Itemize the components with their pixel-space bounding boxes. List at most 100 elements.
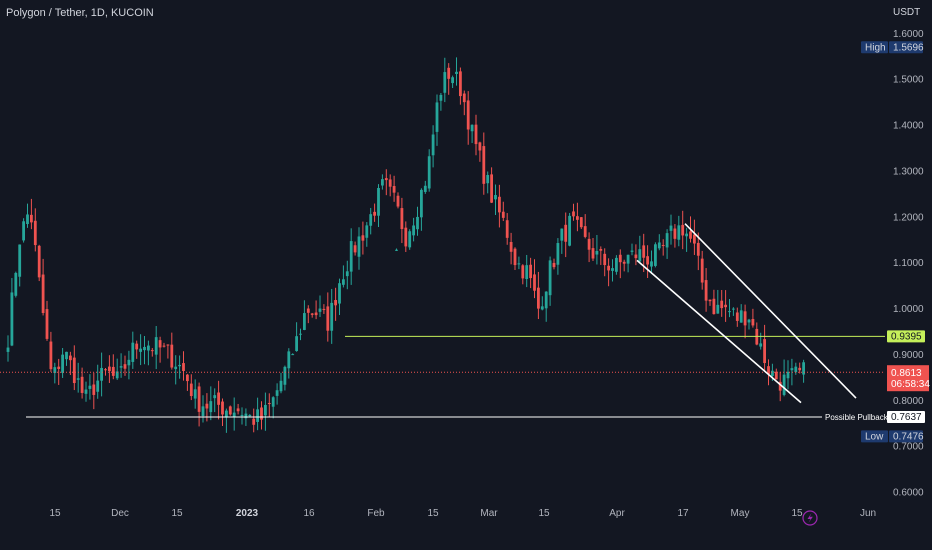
y-tick-label: 1.4000 <box>893 121 924 132</box>
candle-body <box>420 189 423 218</box>
high-label-badge <box>861 41 888 54</box>
candle-body <box>338 283 341 304</box>
candle-body <box>494 195 497 200</box>
signal-marker-icon <box>395 248 398 251</box>
candle-body <box>14 272 18 296</box>
candle-body <box>240 414 244 416</box>
candle-body <box>65 351 68 360</box>
candle-body <box>314 312 318 316</box>
candle-body <box>41 274 45 313</box>
time-axis[interactable]: 15 Dec 15 2023 16 Feb 15 Mar 15 Apr 17 May 15 Jun <box>49 508 876 519</box>
candle-body <box>447 67 451 79</box>
candle-body <box>244 413 248 419</box>
candle-body <box>392 186 396 193</box>
x-tick-label: 15 <box>171 508 183 519</box>
candle-body <box>197 386 201 412</box>
y-tick-label: 1.2000 <box>893 212 924 223</box>
candle-body <box>798 367 802 371</box>
candle-body <box>213 395 217 399</box>
y-tick-label: 0.9000 <box>893 350 924 361</box>
candle-body <box>72 357 76 384</box>
candle-body <box>252 418 256 425</box>
candle-body <box>759 343 763 347</box>
y-tick-label: 1.6000 <box>893 29 924 40</box>
candle-body <box>10 292 14 346</box>
candle-body <box>728 311 731 313</box>
candle-body <box>700 258 704 283</box>
candle-body <box>673 228 677 239</box>
support-value-badge <box>887 330 925 343</box>
x-tick-label: 15 <box>791 508 803 519</box>
low-value-badge-text: 0.7476 <box>893 431 924 442</box>
pullback-value-badge <box>887 410 925 423</box>
candle-body <box>509 241 513 252</box>
price-axis[interactable]: 1.6000 1.5000 1.4000 1.3000 1.2000 1.1000 1.00… <box>893 29 924 499</box>
candle-body <box>150 350 154 352</box>
candle-body <box>576 216 579 220</box>
candle-body <box>221 401 224 415</box>
axis-currency-label[interactable]: USDT <box>893 7 921 18</box>
candle-body <box>505 220 509 238</box>
channel-lower-line[interactable] <box>636 259 802 404</box>
high-value-badge-text: 1.5696 <box>893 42 924 53</box>
candle-body <box>18 244 22 277</box>
candle-body <box>665 233 669 248</box>
candle-body <box>599 248 603 251</box>
y-tick-label: 1.3000 <box>893 166 924 177</box>
candle-body <box>306 308 310 313</box>
candle-body <box>53 367 57 374</box>
y-tick-label: 0.6000 <box>893 488 924 499</box>
candle-body <box>607 265 610 271</box>
candle-body <box>22 221 25 241</box>
chart-title: Polygon / Tether, 1D, KUCOIN <box>6 7 154 19</box>
candle-body <box>778 381 782 391</box>
candle-body <box>743 311 747 326</box>
candle-body <box>626 254 630 264</box>
lightning-icon[interactable] <box>802 510 818 526</box>
x-tick-label: Jun <box>860 508 876 519</box>
candle-body <box>677 225 681 240</box>
high-label-badge-text: High <box>865 42 886 53</box>
candle-body <box>330 302 334 331</box>
candle-body <box>381 179 384 186</box>
candle-body <box>689 231 692 239</box>
candle-body <box>96 380 100 392</box>
candle-body <box>299 333 302 335</box>
candle-body <box>498 196 501 213</box>
candle-body <box>326 306 330 331</box>
candle-body <box>369 214 373 226</box>
candle-body <box>334 300 337 306</box>
candle-body <box>361 235 365 241</box>
x-tick-label: Mar <box>480 508 498 519</box>
y-tick-label: 1.5000 <box>893 75 924 86</box>
candle-body <box>735 312 739 321</box>
candle-body <box>794 366 798 373</box>
candle-body <box>30 214 33 223</box>
candle-body <box>533 274 536 291</box>
candle-body <box>37 245 41 278</box>
candle-body <box>373 211 376 216</box>
candle-body <box>724 304 727 308</box>
candle-body <box>513 248 517 266</box>
candle-body <box>384 178 388 181</box>
low-label-badge <box>861 430 888 443</box>
candle-body <box>111 366 115 376</box>
candle-body <box>739 310 743 323</box>
candle-body <box>283 366 287 385</box>
candle-body <box>482 146 486 184</box>
candle-body <box>303 313 306 330</box>
candle-body <box>349 241 353 272</box>
candle-body <box>459 71 462 97</box>
x-tick-label: 15 <box>49 508 61 519</box>
candle-body <box>143 346 146 351</box>
candle-body <box>88 385 92 389</box>
y-tick-label: 0.7000 <box>893 442 924 453</box>
candle-body <box>80 376 84 393</box>
channel-upper-line[interactable] <box>684 223 857 399</box>
candle-body <box>318 308 322 312</box>
candle-body <box>174 366 178 370</box>
candle-body <box>291 354 295 356</box>
candle-body <box>248 414 252 417</box>
